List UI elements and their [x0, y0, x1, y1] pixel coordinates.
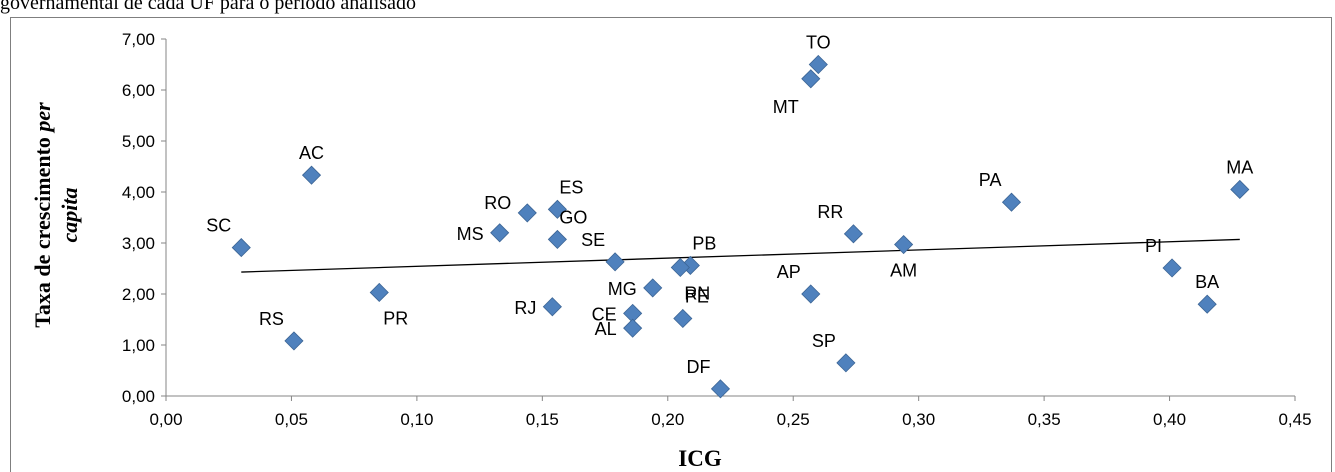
- point-label-ba: BA: [1195, 272, 1219, 292]
- point-label-pa: PA: [979, 170, 1002, 190]
- point-label-al: AL: [595, 319, 617, 339]
- x-tick-label: 0,10: [400, 410, 433, 429]
- y-tick-label: 1,00: [122, 336, 155, 355]
- data-point-go: [547, 229, 567, 249]
- point-label-ro: RO: [484, 193, 511, 213]
- data-point-pr: [369, 282, 389, 303]
- x-tick-label: 0,45: [1278, 410, 1311, 429]
- x-tick-label: 0,25: [777, 410, 810, 429]
- y-tick-label: 6,00: [122, 81, 155, 100]
- point-label-ce: CE: [592, 304, 617, 324]
- point-label-pi: PI: [1145, 236, 1162, 256]
- point-label-ap: AP: [777, 262, 801, 282]
- y-tick-label: 2,00: [122, 285, 155, 304]
- data-point-pi: [1162, 258, 1182, 278]
- point-label-sp: SP: [812, 331, 836, 351]
- point-label-rr: RR: [817, 202, 843, 222]
- data-point-am: [894, 234, 914, 255]
- point-label-go: GO: [559, 207, 587, 227]
- trendline-group: [241, 238, 1240, 273]
- figure-caption: governamental de cada UF para o período …: [0, 0, 416, 14]
- x-tick-label: 0,35: [1028, 410, 1061, 429]
- data-point-ms: [490, 223, 510, 243]
- data-point-al: [623, 318, 643, 338]
- point-label-pb: PB: [692, 233, 716, 253]
- trendline: [241, 238, 1240, 273]
- data-point-sc: [231, 238, 251, 258]
- x-tick-label: 0,15: [526, 410, 559, 429]
- data-point-mt: [801, 69, 821, 89]
- chart-frame: [10, 17, 1332, 472]
- axes: 0,00 1,00 2,00 3,00 4,00 5,00 6,00 7,00 0,00 0,05…: [122, 30, 1312, 429]
- point-label-ms: MS: [457, 224, 484, 244]
- point-label-es: ES: [559, 177, 583, 197]
- x-tick-label: 0,00: [149, 410, 182, 429]
- data-point-rn: [670, 257, 690, 278]
- y-axis-title-main: Taxa de crescimento: [30, 132, 55, 328]
- data-point-sp: [836, 353, 856, 373]
- x-tick-label: 0,20: [651, 410, 684, 429]
- y-tick-label: 4,00: [122, 183, 155, 202]
- data-point-df: [710, 379, 731, 399]
- point-label-df: DF: [686, 357, 710, 377]
- point-label-pe: PE: [685, 286, 709, 306]
- point-label-ma: MA: [1226, 157, 1253, 177]
- data-point-ac: [301, 165, 322, 185]
- y-tick-label: 5,00: [122, 132, 155, 151]
- point-label-rs: RS: [259, 309, 284, 329]
- y-axis-title-italic-1: per: [30, 102, 55, 134]
- data-point-se: [605, 252, 625, 272]
- data-point-ba: [1197, 294, 1217, 314]
- point-label-mg: MG: [608, 279, 637, 299]
- y-axis-title: Taxa de crescimento per: [30, 102, 55, 328]
- point-label-am: AM: [890, 261, 917, 281]
- data-point-mg: [643, 278, 663, 298]
- point-label-to: TO: [806, 33, 831, 53]
- point-label-pr: PR: [383, 308, 408, 328]
- point-label-sc: SC: [206, 216, 231, 236]
- data-point-ap: [801, 284, 821, 304]
- data-point-rr: [843, 224, 864, 244]
- data-point-pa: [1001, 192, 1022, 212]
- x-tick-label: 0,05: [275, 410, 308, 429]
- point-label-mt: MT: [773, 97, 799, 117]
- point-label-se: SE: [581, 230, 605, 250]
- y-tick-label: 0,00: [122, 387, 155, 406]
- point-label-rj: RJ: [514, 298, 536, 318]
- y-tick-label: 3,00: [122, 234, 155, 253]
- data-point-rs: [284, 331, 304, 351]
- point-label-ac: AC: [299, 143, 324, 163]
- data-point-pe: [673, 308, 693, 329]
- x-tick-label: 0,40: [1153, 410, 1186, 429]
- y-tick-label: 7,00: [122, 30, 155, 49]
- x-tick-label: 0,30: [902, 410, 935, 429]
- point-label-rn: RN: [684, 283, 710, 303]
- data-point-ma: [1230, 179, 1250, 200]
- x-axis-title: ICG: [678, 446, 722, 471]
- data-point-es: [547, 199, 567, 219]
- data-point-rj: [542, 297, 562, 317]
- data-point-ro: [517, 203, 537, 223]
- y-axis-title-line-2: capita: [57, 188, 82, 243]
- data-point-to: [808, 54, 828, 75]
